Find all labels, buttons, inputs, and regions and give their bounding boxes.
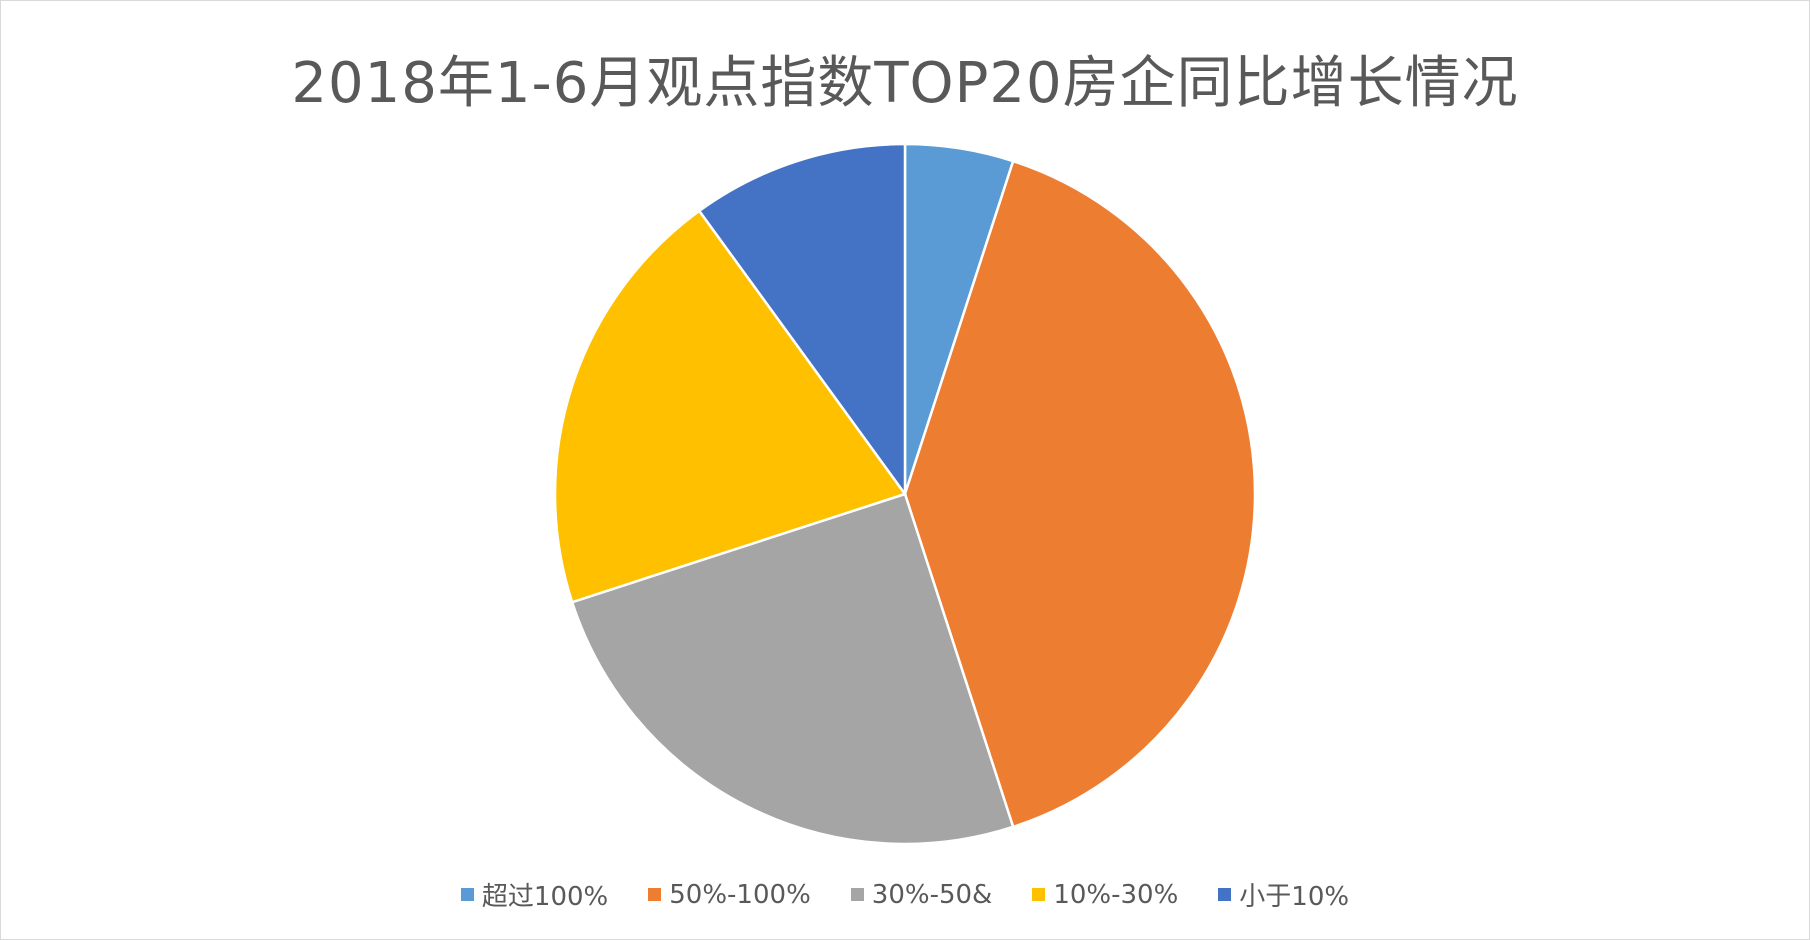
legend-label: 50%-100%: [669, 879, 811, 910]
legend-item-1: 超过100%: [460, 876, 609, 913]
pie-slice-2: [903, 159, 1257, 829]
pie-slice-3: [570, 492, 1015, 846]
pie-slice-5: [697, 142, 907, 498]
legend-label: 30%-50&: [871, 879, 993, 910]
pie-slice-4: [553, 209, 908, 604]
legend-swatch: [1218, 888, 1232, 901]
chart-legend: 超过100% 50%-100% 30%-50& 10%-30% 小于10%: [0, 876, 1810, 913]
legend-item-2: 50%-100%: [648, 876, 811, 913]
legend-label: 超过100%: [481, 882, 609, 912]
legend-swatch: [1032, 888, 1046, 901]
legend-label: 10%-30%: [1053, 879, 1179, 910]
legend-item-3: 30%-50&: [850, 876, 993, 913]
legend-swatch: [648, 888, 662, 901]
legend-swatch: [460, 888, 474, 901]
legend-swatch: [850, 888, 864, 901]
chart-title: 2018年1-6月观点指数TOP20房企同比增长情况: [291, 51, 1519, 116]
legend-label: 小于10%: [1239, 882, 1350, 912]
legend-item-5: 小于10%: [1218, 876, 1349, 913]
legend-item-4: 10%-30%: [1032, 876, 1178, 913]
